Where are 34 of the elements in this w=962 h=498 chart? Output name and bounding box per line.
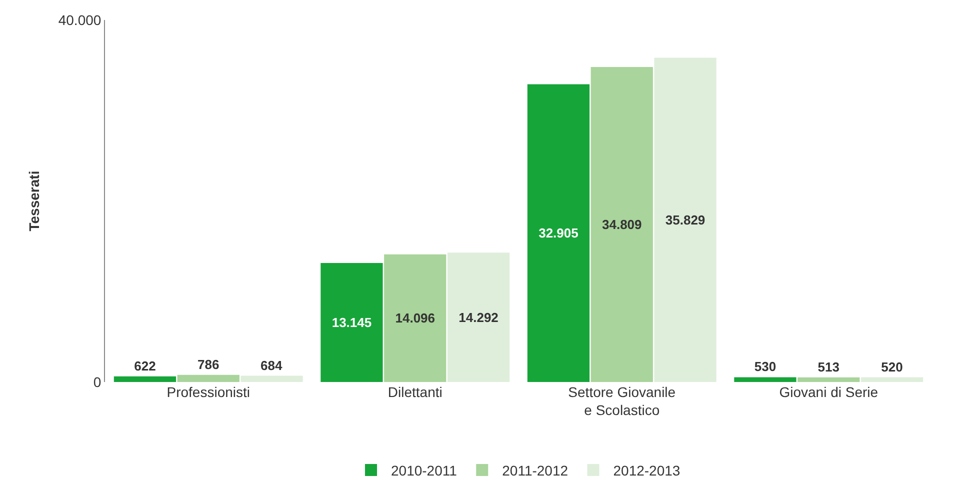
x-tick-label: Professionisti <box>166 384 250 400</box>
bar <box>320 263 383 382</box>
bar <box>654 58 716 382</box>
bar <box>384 254 446 382</box>
data-label: 513 <box>818 359 840 374</box>
data-label: 786 <box>198 356 220 372</box>
bar <box>590 66 653 382</box>
data-label: 622 <box>134 358 156 374</box>
x-tick-label: Giovani di Serie <box>779 384 878 400</box>
y-tick-label: 40.000 <box>58 12 102 28</box>
legend-label: 2011-2012 <box>502 462 568 478</box>
bar <box>527 84 590 382</box>
bar <box>860 377 924 382</box>
bar <box>734 377 796 382</box>
bar <box>177 374 240 382</box>
data-label: 520 <box>881 359 903 374</box>
x-tick-label: Dilettanti <box>388 384 442 400</box>
data-label: 684 <box>260 358 284 373</box>
data-label: 13.145 <box>332 315 372 330</box>
bar <box>798 377 860 382</box>
bar <box>114 376 176 382</box>
legend-label: 2010-2011 <box>391 462 458 478</box>
y-axis-title: Tesserati <box>26 170 42 232</box>
data-label: 14.292 <box>458 310 498 325</box>
data-label: 32.905 <box>538 226 578 241</box>
data-label: 530 <box>754 359 776 374</box>
bar <box>447 252 510 382</box>
data-label: 14.096 <box>395 310 436 326</box>
legend-label: 2012-2013 <box>613 462 680 478</box>
x-tick-label: Settore Giovanile e Scolastico <box>568 384 676 418</box>
data-label: 35.829 <box>665 212 706 228</box>
y-tick-label: 0 <box>93 374 102 390</box>
bar <box>240 376 303 382</box>
data-label: 34.809 <box>602 216 642 232</box>
